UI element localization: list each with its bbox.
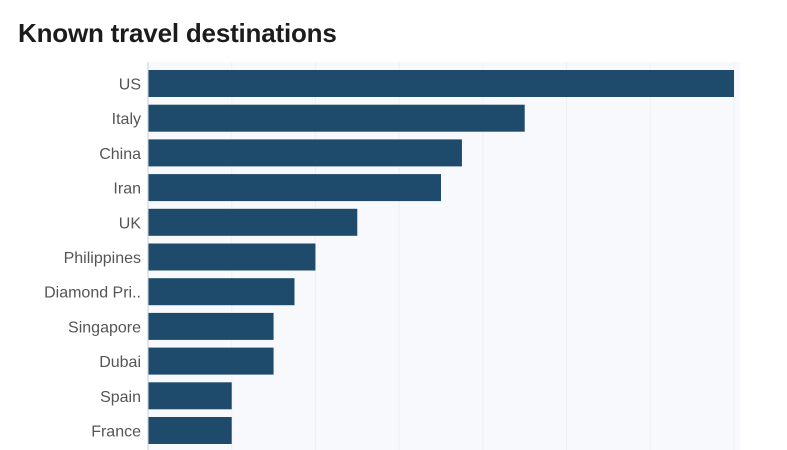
bar-2 [148, 139, 462, 167]
category-label-1: Italy [112, 111, 141, 128]
category-label-6: Diamond Pri.. [44, 285, 141, 302]
category-label-4: UK [119, 215, 142, 232]
category-label-7: Singapore [68, 319, 141, 336]
category-label-10: France [91, 424, 141, 441]
bar-10 [148, 417, 232, 444]
bar-5 [148, 243, 316, 271]
bar-9 [148, 382, 232, 410]
bar-0 [148, 70, 734, 97]
bar-3 [148, 174, 441, 202]
category-label-3: Iran [113, 181, 141, 198]
bar-1 [148, 104, 525, 132]
bar-7 [148, 312, 274, 340]
category-label-8: Dubai [99, 354, 141, 371]
bar-4 [148, 208, 358, 236]
category-label-9: Spain [100, 389, 141, 406]
category-label-0: US [119, 77, 141, 94]
bar-6 [148, 278, 295, 306]
bar-8 [148, 347, 274, 375]
category-label-5: Philippines [64, 250, 141, 267]
chart-title: Known travel destinations [18, 18, 337, 48]
category-label-2: China [99, 146, 141, 163]
